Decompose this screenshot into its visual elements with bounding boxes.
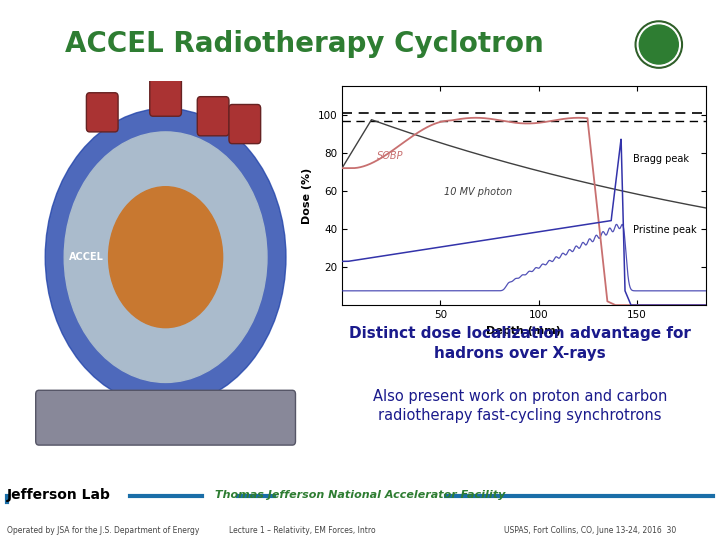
Text: Lecture 1 – Relativity, EM Forces, Intro: Lecture 1 – Relativity, EM Forces, Intro — [229, 526, 376, 535]
Text: Operated by JSA for the J.S. Department of Energy: Operated by JSA for the J.S. Department … — [7, 526, 199, 535]
Text: Pristine peak: Pristine peak — [633, 225, 696, 235]
FancyBboxPatch shape — [229, 105, 261, 144]
Circle shape — [639, 25, 678, 64]
Text: Jefferson Lab: Jefferson Lab — [7, 488, 111, 502]
FancyBboxPatch shape — [86, 93, 118, 132]
Circle shape — [45, 109, 286, 406]
Circle shape — [109, 187, 222, 328]
FancyBboxPatch shape — [197, 97, 229, 136]
Text: Distinct dose localization advantage for
hadrons over X-rays: Distinct dose localization advantage for… — [349, 326, 691, 361]
FancyBboxPatch shape — [36, 390, 295, 445]
Text: ACCEL Radiotherapy Cyclotron: ACCEL Radiotherapy Cyclotron — [65, 30, 544, 58]
Text: 10 MV photon: 10 MV photon — [444, 187, 513, 197]
FancyBboxPatch shape — [150, 77, 181, 116]
Text: USPAS, Fort Collins, CO, June 13-24, 2016  30: USPAS, Fort Collins, CO, June 13-24, 201… — [504, 526, 677, 535]
Circle shape — [635, 21, 683, 68]
Text: SOBP: SOBP — [377, 151, 404, 161]
Text: Also present work on proton and carbon
radiotherapy fast-cycling synchrotrons: Also present work on proton and carbon r… — [373, 389, 667, 423]
Circle shape — [64, 132, 267, 382]
Y-axis label: Dose (%): Dose (%) — [302, 167, 312, 224]
Circle shape — [637, 23, 680, 66]
Text: ACCEL: ACCEL — [69, 252, 104, 262]
X-axis label: Depth (mm): Depth (mm) — [487, 326, 561, 335]
Text: Bragg peak: Bragg peak — [633, 154, 689, 165]
Text: Thomas Jefferson National Accelerator Facility: Thomas Jefferson National Accelerator Fa… — [215, 490, 505, 500]
